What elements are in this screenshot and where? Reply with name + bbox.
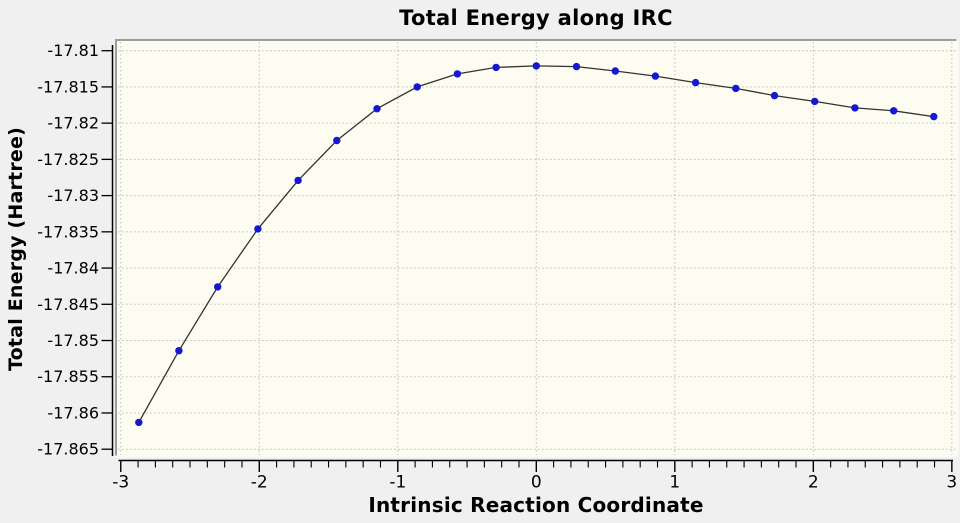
x-tick-label: 3 xyxy=(946,473,957,493)
data-point xyxy=(770,91,779,100)
data-point xyxy=(572,62,581,71)
x-axis-title: Intrinsic Reaction Coordinate xyxy=(368,493,704,517)
data-point xyxy=(453,70,462,78)
data-point xyxy=(135,418,143,427)
data-point xyxy=(732,84,740,93)
y-tick-label: -17.865 xyxy=(37,440,99,459)
data-point xyxy=(413,83,421,91)
y-tick-label: -17.82 xyxy=(47,114,99,133)
data-point xyxy=(175,347,183,355)
data-point xyxy=(651,72,660,80)
data-point xyxy=(691,78,700,87)
data-point xyxy=(254,225,262,233)
y-tick-label: -17.835 xyxy=(37,222,99,241)
chart-title: Total Energy along IRC xyxy=(399,6,673,30)
y-tick-label: -17.83 xyxy=(47,186,99,205)
data-point xyxy=(214,283,222,291)
y-axis-title: Total Energy (Hartree) xyxy=(5,127,27,371)
x-tick-label: -1 xyxy=(389,473,406,493)
y-tick-label: -17.815 xyxy=(37,77,99,96)
data-point xyxy=(294,176,302,185)
x-tick-label: 0 xyxy=(531,473,542,493)
x-tick-label: 2 xyxy=(808,473,819,493)
data-point xyxy=(373,105,381,113)
x-tick-label: 1 xyxy=(669,473,680,493)
y-tick-label: -17.855 xyxy=(37,367,99,386)
x-tick-label: -2 xyxy=(251,473,268,493)
data-point xyxy=(811,97,819,106)
y-tick-label: -17.81 xyxy=(47,41,99,60)
y-tick-label: -17.84 xyxy=(47,259,99,278)
data-point xyxy=(611,67,619,75)
data-point xyxy=(851,104,859,112)
y-tick-label: -17.825 xyxy=(37,150,99,169)
y-tick-label: -17.85 xyxy=(47,331,99,350)
data-point xyxy=(532,62,540,70)
x-tick-label: -3 xyxy=(112,473,129,493)
data-point xyxy=(492,63,500,72)
data-point xyxy=(890,107,898,115)
data-point xyxy=(930,112,938,121)
y-tick-label: -17.86 xyxy=(47,403,99,422)
plot-area xyxy=(117,41,957,456)
y-tick-label: -17.845 xyxy=(37,295,99,314)
data-point xyxy=(333,136,341,145)
